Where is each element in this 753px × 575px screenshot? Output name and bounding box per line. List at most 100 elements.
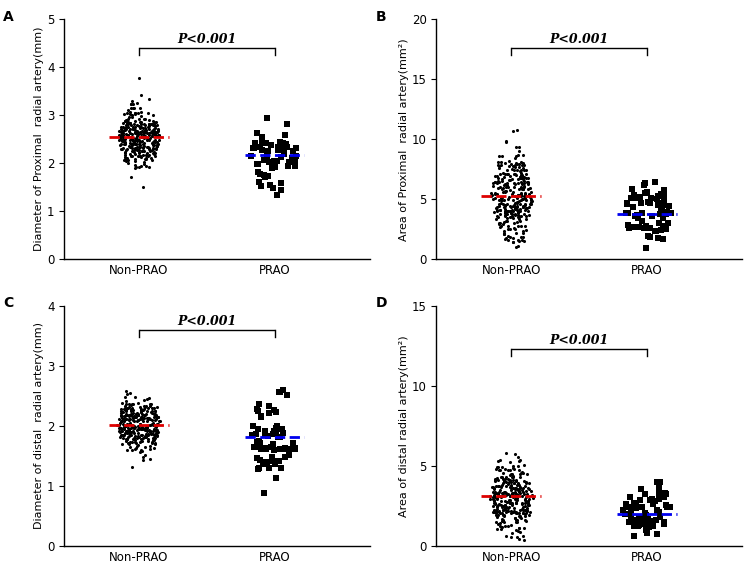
Point bbox=[525, 194, 537, 204]
Point bbox=[147, 143, 159, 152]
Point bbox=[489, 488, 501, 497]
Point bbox=[488, 484, 500, 493]
Point bbox=[505, 486, 517, 495]
Point bbox=[138, 114, 150, 124]
Point bbox=[502, 232, 514, 241]
Point bbox=[654, 512, 666, 522]
Point bbox=[515, 189, 527, 198]
Point bbox=[508, 492, 520, 501]
Point bbox=[486, 483, 498, 492]
Point bbox=[139, 114, 151, 124]
Point bbox=[131, 135, 143, 144]
Point bbox=[142, 430, 154, 439]
Point bbox=[517, 508, 529, 518]
Point bbox=[142, 143, 154, 152]
Point bbox=[496, 462, 508, 471]
Point bbox=[142, 151, 154, 160]
Point bbox=[502, 206, 514, 215]
Point bbox=[130, 442, 142, 451]
Point bbox=[514, 147, 526, 156]
Point bbox=[151, 143, 163, 152]
Point bbox=[519, 494, 531, 503]
Point bbox=[625, 513, 637, 523]
Point bbox=[499, 210, 511, 220]
Point bbox=[515, 169, 527, 178]
Point bbox=[127, 426, 139, 435]
Point bbox=[136, 445, 148, 454]
Point bbox=[133, 117, 145, 126]
Point bbox=[114, 124, 127, 133]
Point bbox=[511, 222, 523, 231]
Point bbox=[657, 221, 669, 231]
Point bbox=[116, 145, 128, 154]
Point bbox=[141, 394, 153, 404]
Point bbox=[505, 528, 517, 538]
Point bbox=[522, 173, 534, 182]
Point bbox=[135, 112, 147, 121]
Point bbox=[133, 421, 145, 431]
Point bbox=[125, 409, 137, 419]
Point bbox=[115, 404, 127, 413]
Point bbox=[278, 145, 290, 154]
Point bbox=[652, 191, 664, 201]
Point bbox=[523, 478, 535, 488]
Point bbox=[124, 136, 136, 145]
Point bbox=[138, 410, 150, 419]
Point bbox=[133, 73, 145, 82]
Point bbox=[144, 420, 156, 430]
Point bbox=[115, 408, 127, 417]
Point bbox=[658, 190, 670, 200]
Point bbox=[143, 128, 155, 137]
Point bbox=[133, 142, 145, 151]
Point bbox=[507, 206, 519, 216]
Point bbox=[153, 131, 165, 140]
Point bbox=[148, 409, 160, 419]
Point bbox=[127, 133, 139, 143]
Point bbox=[489, 204, 501, 213]
Point bbox=[135, 90, 147, 99]
Point bbox=[130, 121, 142, 130]
Point bbox=[505, 477, 517, 486]
Point bbox=[500, 507, 512, 516]
Point bbox=[141, 431, 153, 440]
Point bbox=[143, 135, 155, 144]
Point bbox=[138, 133, 150, 143]
Point bbox=[659, 489, 671, 498]
Point bbox=[489, 194, 501, 203]
Point bbox=[120, 405, 133, 415]
Point bbox=[520, 169, 532, 178]
Point bbox=[493, 481, 505, 490]
Point bbox=[509, 163, 521, 172]
Point bbox=[497, 501, 509, 511]
Point bbox=[124, 125, 136, 134]
Point bbox=[493, 199, 505, 208]
Point bbox=[639, 490, 651, 499]
Point bbox=[148, 147, 160, 156]
Point bbox=[120, 435, 133, 444]
Point bbox=[523, 206, 535, 216]
Point bbox=[505, 533, 517, 542]
Point bbox=[517, 184, 529, 193]
Point bbox=[498, 229, 511, 239]
Point bbox=[638, 224, 650, 233]
Point bbox=[125, 423, 137, 432]
Point bbox=[501, 473, 513, 482]
Point bbox=[117, 132, 129, 141]
Point bbox=[120, 386, 132, 396]
Point bbox=[524, 200, 536, 209]
Point bbox=[279, 130, 291, 139]
Point bbox=[498, 211, 511, 220]
Point bbox=[115, 412, 127, 421]
Point bbox=[654, 210, 666, 219]
Point bbox=[504, 213, 516, 222]
Point bbox=[492, 475, 505, 484]
Point bbox=[151, 402, 163, 412]
Point bbox=[520, 225, 532, 234]
Point bbox=[514, 191, 526, 200]
Point bbox=[520, 496, 532, 505]
Point bbox=[135, 413, 147, 422]
Point bbox=[492, 177, 505, 186]
Point bbox=[134, 414, 146, 423]
Point bbox=[524, 184, 536, 193]
Point bbox=[496, 193, 508, 202]
